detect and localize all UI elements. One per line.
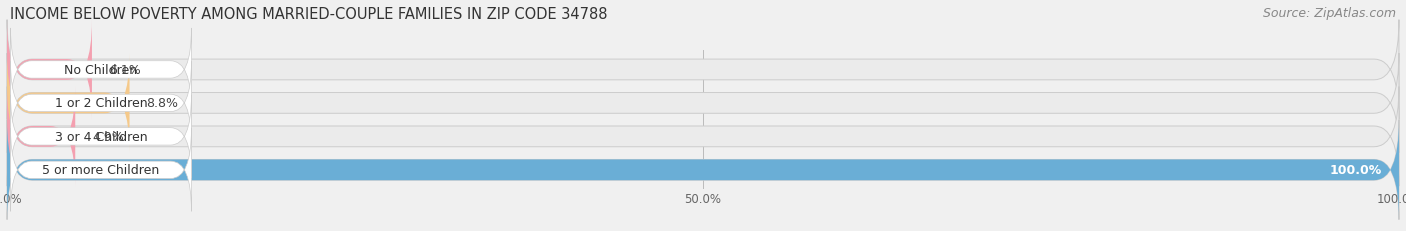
Text: 100.0%: 100.0% [1330, 164, 1382, 176]
FancyBboxPatch shape [7, 21, 1399, 120]
FancyBboxPatch shape [7, 120, 1399, 220]
FancyBboxPatch shape [7, 54, 129, 153]
FancyBboxPatch shape [10, 62, 191, 145]
Text: No Children: No Children [65, 64, 138, 77]
FancyBboxPatch shape [10, 29, 191, 112]
Text: INCOME BELOW POVERTY AMONG MARRIED-COUPLE FAMILIES IN ZIP CODE 34788: INCOME BELOW POVERTY AMONG MARRIED-COUPL… [10, 7, 607, 22]
FancyBboxPatch shape [10, 129, 191, 211]
Text: 6.1%: 6.1% [108, 64, 141, 77]
FancyBboxPatch shape [10, 95, 191, 178]
Text: 1 or 2 Children: 1 or 2 Children [55, 97, 148, 110]
FancyBboxPatch shape [7, 87, 76, 186]
FancyBboxPatch shape [7, 54, 1399, 153]
Text: 5 or more Children: 5 or more Children [42, 164, 160, 176]
Text: 8.8%: 8.8% [146, 97, 179, 110]
FancyBboxPatch shape [7, 21, 91, 120]
Text: 4.9%: 4.9% [91, 130, 124, 143]
Text: Source: ZipAtlas.com: Source: ZipAtlas.com [1263, 7, 1396, 20]
Text: 3 or 4 Children: 3 or 4 Children [55, 130, 148, 143]
FancyBboxPatch shape [7, 120, 1399, 220]
FancyBboxPatch shape [7, 87, 1399, 186]
